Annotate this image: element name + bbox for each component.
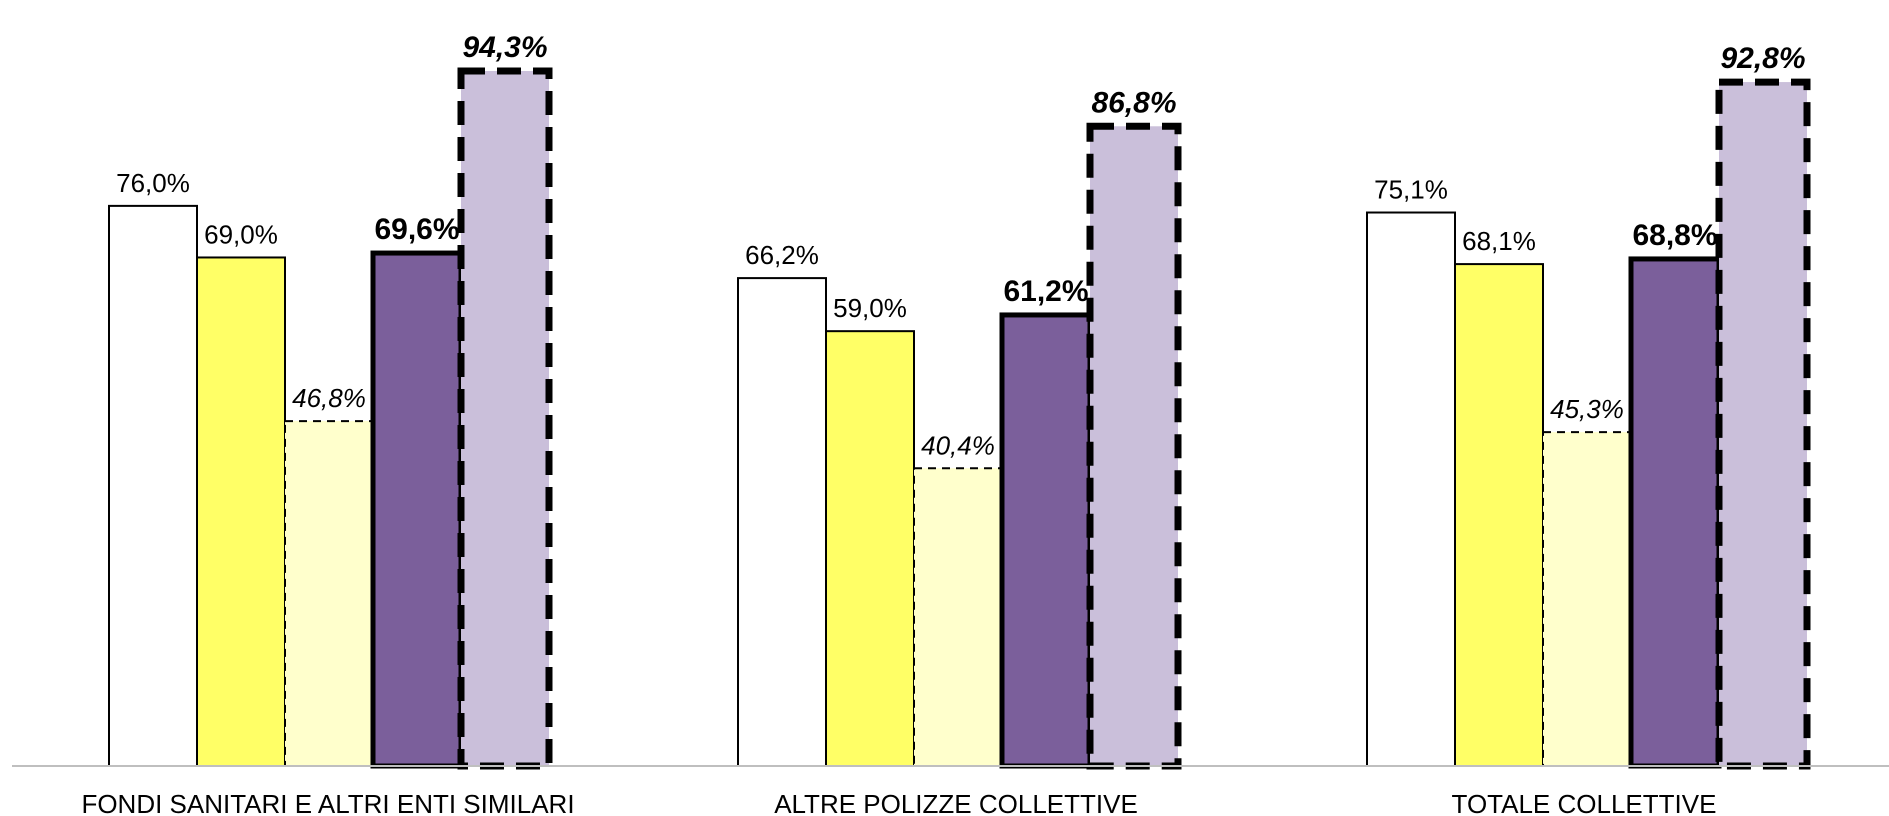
bar [370,250,464,769]
value-labels-layer: 76,0% 66,2% 75,1% 69,0% 59,0% 68,1% 46,8% 40,4%… [116,31,1805,460]
data-label: 68,1% [1462,226,1536,256]
data-label: 46,8% [292,383,366,413]
bar [825,330,915,767]
bar [1715,78,1811,770]
bars-layer [108,67,1811,770]
data-label: 61,2% [1003,275,1088,308]
data-label: 40,4% [921,430,995,460]
bar [737,277,827,767]
data-label: 86,8% [1091,86,1176,119]
bar [999,312,1093,769]
bar [284,420,374,767]
category-label: FONDI SANITARI E ALTRI ENTI SIMILARI [81,789,574,816]
bar [1086,122,1182,770]
bar [913,467,1003,767]
bar [1366,211,1456,767]
data-label: 92,8% [1720,42,1805,75]
bar [196,256,286,767]
data-label: 59,0% [833,293,907,323]
data-label: 69,6% [374,213,459,246]
bar [108,204,198,767]
bar [1454,263,1544,767]
data-label: 45,3% [1550,394,1624,424]
bar [1628,256,1722,769]
category-label: ALTRE POLIZZE COLLETTIVE [774,789,1138,816]
data-label: 94,3% [462,31,547,64]
data-label: 75,1% [1374,175,1448,205]
bar [1542,431,1632,767]
data-label: 68,8% [1632,219,1717,252]
category-label: TOTALE COLLETTIVE [1452,789,1717,816]
bar [457,67,553,770]
data-label: 66,2% [745,240,819,270]
data-label: 76,0% [116,168,190,198]
data-label: 69,0% [204,219,278,249]
